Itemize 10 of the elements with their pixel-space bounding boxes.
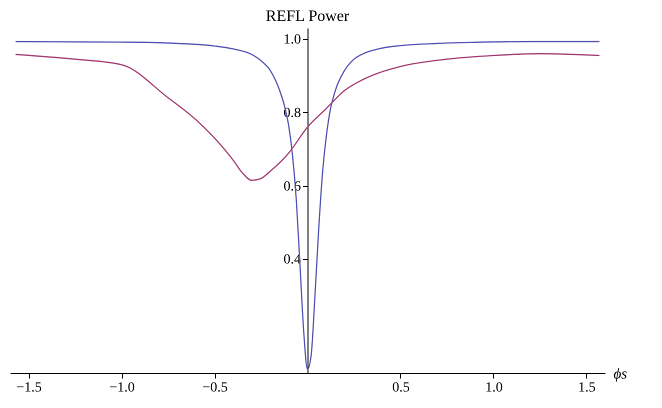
x-tick-label: −1.5 xyxy=(16,380,42,396)
line-series xyxy=(14,53,600,181)
x-tick-label: −1.0 xyxy=(109,380,135,396)
x-tick-label: 0.5 xyxy=(392,380,410,396)
x-tick-label: −0.5 xyxy=(202,380,228,396)
y-tick-label: 1.0 xyxy=(284,32,301,48)
x-tick-label: 1.0 xyxy=(485,380,503,396)
chart-title: REFL Power xyxy=(266,8,350,25)
x-axis-title: ϕs xyxy=(614,366,628,382)
x-tick-label: 1.5 xyxy=(578,380,596,396)
